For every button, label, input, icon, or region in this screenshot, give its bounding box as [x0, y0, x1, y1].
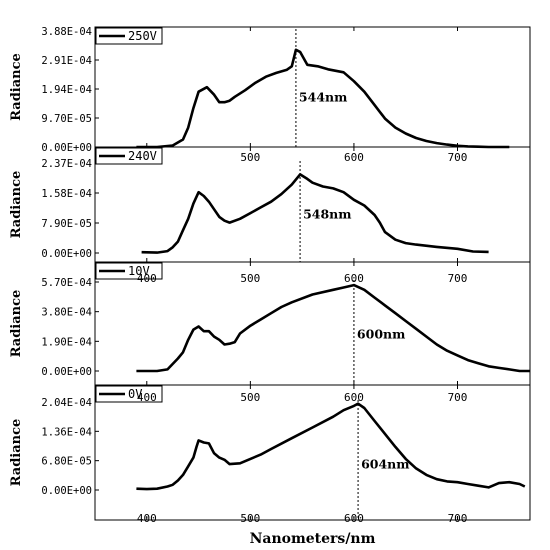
ytick-label: 3.80E-04: [41, 307, 92, 319]
x-axis-label: Nanometers/nm: [250, 531, 376, 547]
xtick-label: 600: [344, 272, 364, 285]
xtick-label: 500: [240, 151, 260, 164]
peak-label: 600nm: [357, 326, 405, 341]
ytick-label: 0.00E+00: [41, 248, 92, 260]
legend-box: [95, 147, 163, 165]
xtick-label: 600: [344, 391, 364, 404]
spectrum-line-0V: [136, 402, 526, 491]
spectrum-line-240V: [141, 173, 489, 254]
peak-label: 604nm: [361, 457, 409, 472]
xtick-label: 400: [137, 391, 157, 404]
legend-box: [95, 262, 163, 280]
ytick-label: 0.00E+00: [41, 142, 92, 154]
peak-label: 548nm: [303, 206, 351, 221]
xtick-label: 500: [240, 272, 260, 285]
ytick-label: 5.70E-04: [41, 277, 92, 289]
panel-frame-1: [94, 26, 531, 148]
xtick-label: 700: [448, 512, 468, 525]
legend-label: 0V: [128, 387, 142, 401]
ytick-label: 1.90E-04: [41, 336, 92, 348]
ytick-label: 1.58E-04: [41, 188, 92, 200]
legend-label: 240V: [128, 149, 157, 163]
xtick-label: 600: [344, 151, 364, 164]
xtick-label: 500: [240, 512, 260, 525]
ytick-label: 6.80E-05: [41, 456, 92, 468]
ytick-label: 7.90E-05: [41, 218, 92, 230]
panel-frame-4: [94, 384, 531, 521]
xtick-label: 700: [448, 391, 468, 404]
xtick-label: 400: [137, 512, 157, 525]
ytick-label: 2.91E-04: [41, 55, 92, 67]
ytick-label: 0.00E+00: [41, 485, 92, 497]
xtick-label: 400: [137, 272, 157, 285]
xtick-label: 700: [448, 272, 468, 285]
ytick-label: 2.04E-04: [41, 397, 92, 409]
ytick-label: 3.88E-04: [41, 26, 92, 38]
peak-label: 544nm: [299, 89, 347, 104]
y-axis-label: Radiance: [9, 53, 24, 121]
legend-box: [95, 385, 163, 403]
xtick-label: 500: [240, 391, 260, 404]
ytick-label: 9.70E-05: [41, 113, 92, 125]
ytick-label: 1.36E-04: [41, 426, 92, 438]
xtick-label: 700: [448, 151, 468, 164]
spectrum-line-250V: [136, 48, 510, 149]
ytick-label: 2.37E-04: [41, 158, 92, 170]
spectrum-line-10V: [136, 283, 530, 373]
ytick-label: 1.94E-04: [41, 84, 92, 96]
y-axis-label: Radiance: [9, 419, 24, 487]
ytick-label: 0.00E+00: [41, 366, 92, 378]
legend-box: [95, 27, 163, 45]
legend-label: 250V: [128, 29, 157, 43]
y-axis-label: Radiance: [9, 290, 24, 358]
legend-label: 10V: [128, 264, 150, 278]
xtick-label: 600: [344, 512, 364, 525]
y-axis-label: Radiance: [9, 171, 24, 239]
